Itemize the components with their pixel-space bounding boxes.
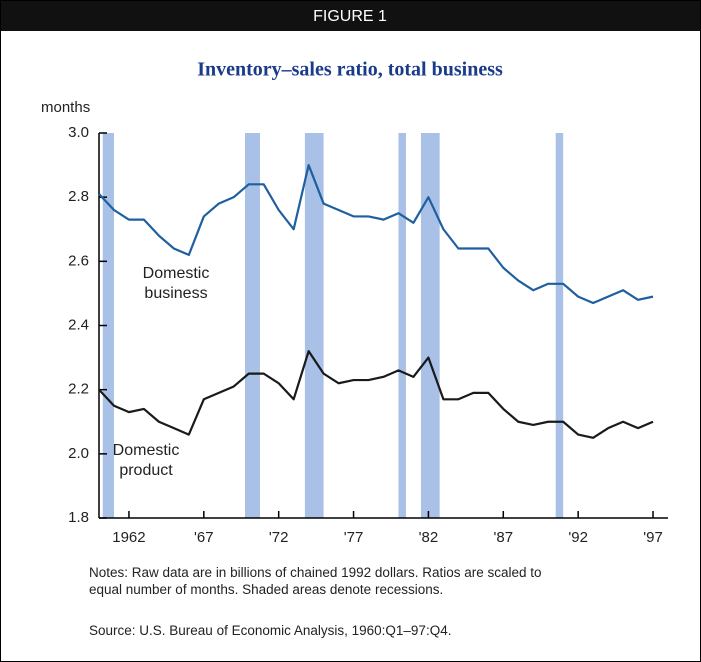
x-tick-label: 1962 xyxy=(112,529,145,546)
x-tick-label: '87 xyxy=(494,529,514,546)
series-label: Domestic product xyxy=(112,442,180,479)
y-tick-label: 2.8 xyxy=(68,188,89,205)
chart-title: Inventory–sales ratio, total business xyxy=(197,59,503,81)
header: FIGURE 1 xyxy=(313,8,387,25)
x-tick-label: '67 xyxy=(194,529,214,546)
y-axis-label: months xyxy=(41,99,90,116)
source: Source: U.S. Bureau of Economic Analysis… xyxy=(89,623,452,638)
recession-band xyxy=(555,133,564,518)
recession-band xyxy=(304,133,324,518)
header-bar xyxy=(1,1,700,31)
recession-band xyxy=(102,133,114,518)
recession-band xyxy=(398,133,406,518)
x-tick-label: '97 xyxy=(643,529,663,546)
x-tick-label: '72 xyxy=(269,529,289,546)
x-tick-label: '82 xyxy=(419,529,439,546)
y-tick-label: 2.4 xyxy=(68,316,89,333)
y-tick-label: 1.8 xyxy=(68,509,89,526)
notes: Notes: Raw data are in billions of chain… xyxy=(89,565,542,597)
y-tick-label: 2.2 xyxy=(68,381,89,398)
x-tick-label: '77 xyxy=(344,529,364,546)
series-line xyxy=(98,350,654,439)
x-tick-label: '92 xyxy=(568,529,588,546)
series-label: Domestic business xyxy=(142,265,210,302)
y-tick-label: 3.0 xyxy=(68,124,89,141)
y-tick-label: 2.0 xyxy=(68,445,89,462)
y-tick-label: 2.6 xyxy=(68,252,89,269)
recession-band xyxy=(420,133,440,518)
series-line xyxy=(98,163,654,305)
recession-band xyxy=(244,133,260,518)
